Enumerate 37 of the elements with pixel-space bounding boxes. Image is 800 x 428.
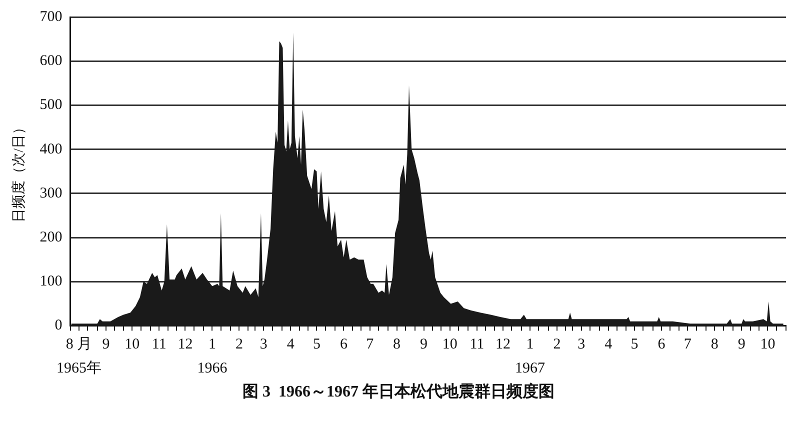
x-tick-label: 5 xyxy=(630,336,638,353)
x-tick-label: 8 xyxy=(393,336,401,353)
x-tick-label: 8 月 1965年 xyxy=(56,336,102,377)
x-tick-label: 4 xyxy=(604,336,613,353)
y-tick-label: 400 xyxy=(40,141,62,158)
x-tick-label: 8 xyxy=(710,336,718,353)
y-tick-label: 500 xyxy=(40,97,62,114)
x-tick-label: 3 xyxy=(578,336,586,353)
x-tick-label: 2 xyxy=(553,336,561,353)
y-tick-label: 600 xyxy=(40,53,62,70)
x-tick-label: 2 xyxy=(235,336,243,353)
x-tick-label: 9 xyxy=(102,336,110,353)
x-tick-label: 10 xyxy=(760,336,776,353)
x-tick-label: 1 1966 xyxy=(197,336,228,377)
x-tick-label: 11 xyxy=(152,336,166,353)
x-tick-label: 3 xyxy=(260,336,268,353)
text: 图 3 1966～1967 年日本松代地震群日频度图 xyxy=(242,382,554,401)
x-tick-label: 11 xyxy=(470,336,484,353)
y-tick-label: 200 xyxy=(40,230,62,246)
x-tick-label: 6 xyxy=(658,336,666,353)
y-tick-label: 100 xyxy=(40,274,62,290)
x-tick-label: 12 xyxy=(496,336,511,353)
x-tick-label: 10 xyxy=(442,336,458,353)
x-tick-label: 7 xyxy=(684,336,692,353)
x-tick-label: 7 xyxy=(366,336,374,353)
x-tick-label: 9 xyxy=(420,336,428,353)
x-tick-label: 12 xyxy=(178,336,193,353)
x-tick-label: 10 xyxy=(124,336,140,353)
x-tick-label: 6 xyxy=(340,336,348,353)
y-tick-label: 300 xyxy=(40,185,62,202)
x-tick-label: 4 xyxy=(286,336,295,353)
x-tick-label: 1 1967 xyxy=(515,336,546,377)
x-tick-label: 5 xyxy=(312,336,320,353)
y-tick-label: 0 xyxy=(54,318,62,334)
y-tick-label: 700 xyxy=(40,8,62,25)
y-axis-title: 日频度（次/日） xyxy=(11,120,28,222)
x-tick-label: 9 xyxy=(738,336,746,353)
